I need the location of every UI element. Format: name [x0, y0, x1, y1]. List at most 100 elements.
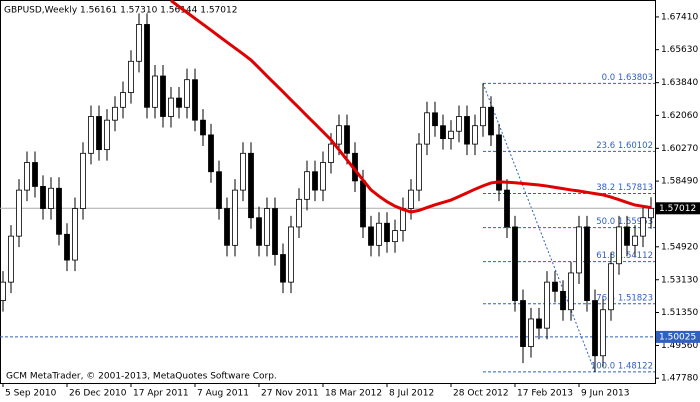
candle-body [552, 281, 558, 292]
current-price-label: 1.57012 [659, 204, 696, 214]
y-tick-label: 1.62060 [661, 111, 698, 121]
candle-body [576, 226, 582, 274]
candle-body [208, 134, 214, 173]
candle-body [40, 186, 46, 209]
candle-body [48, 187, 54, 209]
y-tick-label: 1.49560 [661, 341, 698, 351]
candle-body [624, 226, 630, 246]
candle-body [384, 222, 390, 243]
candle-body [176, 97, 182, 108]
fib-label: 61.8 1.54112 [596, 251, 653, 261]
candle-body [464, 116, 470, 145]
plot-frame [0, 0, 656, 384]
candle-body [448, 130, 454, 139]
candle-body [544, 281, 550, 329]
fib-label: 38.2 1.57813 [596, 183, 653, 193]
candle-body [128, 60, 134, 93]
y-tick-label: 1.63840 [661, 78, 698, 88]
candle-body [432, 112, 438, 127]
y-tick-label: 1.53130 [661, 275, 698, 285]
fib-label: 23.6 1.60102 [596, 141, 653, 151]
candle-body [24, 162, 30, 191]
candle-body [320, 162, 326, 191]
candle-body [520, 300, 526, 347]
candle-body [648, 207, 654, 219]
candle-body [608, 263, 614, 311]
moving-average [170, 0, 652, 214]
candle-body [592, 300, 598, 357]
candle-body [272, 208, 278, 255]
candle-body [120, 92, 126, 108]
y-tick-label: 1.58490 [661, 177, 698, 187]
candle-body [536, 318, 542, 329]
candle-body [136, 24, 142, 62]
candle-body [512, 226, 518, 301]
candle-body [312, 171, 318, 191]
candle-body [472, 125, 478, 145]
y-tick-label: 1.54920 [661, 242, 698, 252]
candle-body [632, 235, 638, 246]
y-tick-label: 1.65630 [661, 45, 698, 55]
candle-body [328, 143, 334, 163]
candle-body [104, 119, 110, 151]
candle-body [344, 125, 350, 154]
candle-body [488, 106, 494, 136]
x-tick-label: 9 Jun 2013 [581, 389, 629, 399]
candle-body [96, 116, 102, 151]
fib-label: 76.4 1.51823 [596, 293, 653, 303]
y-tick-label: 1.60270 [661, 144, 698, 154]
candle-body [304, 171, 310, 200]
candle-body [64, 233, 70, 261]
candle-body [0, 281, 6, 301]
chart-title: GBPUSD,Weekly 1.56161 1.57310 1.56144 1.… [4, 6, 237, 16]
candle-body [360, 180, 366, 228]
candle-body [256, 217, 262, 246]
candle-body [264, 208, 270, 246]
candle-body [568, 272, 574, 311]
candle-body [184, 79, 190, 108]
candle-body [112, 106, 118, 121]
candle-body [584, 226, 590, 301]
candle-body [400, 208, 406, 232]
candle-body [280, 254, 286, 283]
candle-body [616, 226, 622, 265]
x-tick-label: 27 Nov 2011 [261, 389, 319, 399]
x-tick-label: 17 Feb 2013 [517, 389, 573, 399]
candle-body [336, 125, 342, 145]
candle-body [528, 318, 534, 347]
candle-body [16, 189, 22, 237]
candle-body [88, 116, 94, 154]
x-tick-label: 28 Oct 2012 [453, 389, 509, 399]
candle-body [232, 189, 238, 246]
line-price-box [656, 330, 700, 343]
x-tick-label: 5 Sep 2010 [5, 389, 57, 399]
candle-body [168, 97, 174, 117]
candle-body [160, 75, 166, 117]
candle-body [296, 198, 302, 228]
candle-body [248, 152, 254, 219]
candle-body [496, 134, 502, 191]
fib-label: 100.0 1.48122 [591, 361, 653, 371]
candle-body [600, 309, 606, 357]
candle-body [8, 235, 14, 283]
candle-body [640, 217, 646, 237]
y-tick-label: 1.47780 [661, 374, 698, 384]
candle-body [144, 24, 150, 108]
candle-body [376, 222, 382, 246]
candle-body [200, 119, 206, 136]
candle-body [192, 79, 198, 121]
candle-body [560, 290, 566, 311]
candle-body [480, 106, 486, 127]
candle-body [456, 116, 462, 132]
x-tick-label: 17 Apr 2011 [133, 389, 189, 399]
candle-body [408, 189, 414, 209]
fib-label: 50.0 1.55963 [596, 217, 653, 227]
candle-body [56, 187, 62, 235]
candle-body [288, 226, 294, 283]
fib-label: 0.0 1.63803 [602, 73, 653, 83]
candle-body [240, 152, 246, 191]
y-tick-label: 1.67410 [661, 12, 698, 22]
candle-body [368, 226, 374, 246]
candle-body [416, 143, 422, 191]
